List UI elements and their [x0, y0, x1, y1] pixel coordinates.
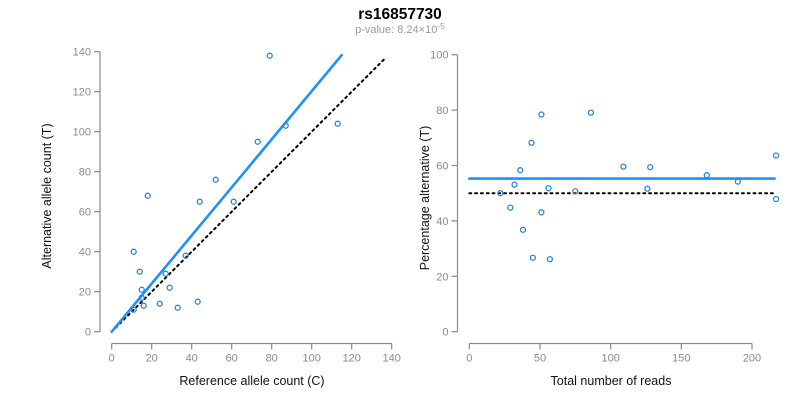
y-tick-label: 80	[79, 167, 91, 179]
x-tick-label: 200	[743, 353, 761, 365]
y-tick-label: 100	[430, 50, 448, 62]
data-point	[174, 304, 181, 311]
data-point	[647, 164, 654, 171]
x-tick-label: 100	[303, 353, 321, 365]
data-point	[703, 172, 710, 179]
y-tick-label: 20	[79, 287, 91, 299]
y-tick-label: 140	[73, 47, 91, 59]
figure-subtitle: p-value: 8.24×10-5	[355, 21, 445, 36]
y-tick-label: 100	[73, 127, 91, 139]
data-point	[182, 252, 189, 259]
data-point	[644, 185, 651, 192]
data-point	[156, 300, 163, 307]
data-point	[212, 176, 219, 183]
x-tick-label: 60	[226, 353, 238, 365]
data-point	[572, 188, 579, 195]
fit-line	[110, 53, 344, 334]
x-tick-label: 100	[601, 353, 619, 365]
data-point	[196, 198, 203, 205]
pvalue-exponent: -5	[437, 21, 445, 31]
data-point	[266, 52, 273, 59]
x-tick-label: 120	[343, 353, 361, 365]
data-point	[138, 286, 145, 293]
y-tick-label: 0	[85, 327, 91, 339]
data-point	[545, 185, 552, 192]
x-tick-label: 20	[146, 353, 158, 365]
data-point	[734, 178, 742, 185]
data-point	[144, 192, 151, 199]
right-scatter-plot: 0 20 40 60 80 100 0 50 100 150 200	[430, 50, 780, 365]
data-point	[507, 204, 514, 211]
figure-title: rs16857730	[358, 6, 442, 23]
data-point	[138, 294, 145, 301]
y-tick-label: 120	[73, 87, 91, 99]
data-point	[140, 302, 147, 309]
x-tick-label: 150	[672, 353, 690, 365]
data-point	[334, 120, 341, 127]
y-tick-label: 80	[436, 105, 448, 117]
x-tick-label: 0	[109, 353, 115, 365]
data-point	[546, 255, 554, 263]
data-point	[517, 167, 524, 174]
data-point	[772, 152, 780, 159]
left-x-axis-title: Reference allele count (C)	[179, 374, 324, 388]
y-tick-label: 40	[436, 216, 448, 228]
x-tick-label: 40	[186, 353, 198, 365]
x-tick-label: 0	[466, 353, 472, 365]
data-point	[166, 284, 173, 291]
y-tick-label: 60	[79, 207, 91, 219]
y-tick-label: 0	[442, 327, 448, 339]
y-tick-label: 20	[436, 271, 448, 283]
data-point	[230, 198, 237, 205]
y-tick-label: 60	[436, 161, 448, 173]
data-point	[511, 181, 518, 188]
data-point	[136, 268, 143, 275]
data-point	[194, 298, 201, 305]
left-scatter-plot: 0 20 40 60 80 100 120 140 0 20 40 60 80 100 120 140	[73, 47, 401, 365]
data-point	[162, 270, 169, 277]
data-point	[538, 111, 545, 118]
data-point	[538, 209, 545, 216]
pvalue-text: p-value: 8.24×10	[355, 24, 437, 36]
data-point	[529, 254, 537, 261]
left-y-axis-title: Alternative allele count (T)	[40, 123, 54, 268]
data-point	[620, 163, 627, 170]
data-point	[254, 138, 261, 145]
data-point	[130, 306, 137, 313]
data-point	[497, 190, 504, 197]
data-point	[528, 139, 535, 146]
data-point	[587, 109, 595, 116]
x-tick-label: 50	[534, 353, 546, 365]
data-point	[130, 248, 137, 255]
right-y-axis-title: Percentage alternative (T)	[418, 126, 432, 271]
data-point	[772, 195, 780, 203]
identity-line	[114, 56, 387, 329]
data-point	[282, 122, 289, 129]
y-tick-label: 40	[79, 247, 91, 259]
data-point	[519, 226, 527, 233]
right-x-axis-title: Total number of reads	[551, 374, 672, 388]
x-tick-label: 140	[383, 353, 401, 365]
x-tick-label: 80	[266, 353, 278, 365]
